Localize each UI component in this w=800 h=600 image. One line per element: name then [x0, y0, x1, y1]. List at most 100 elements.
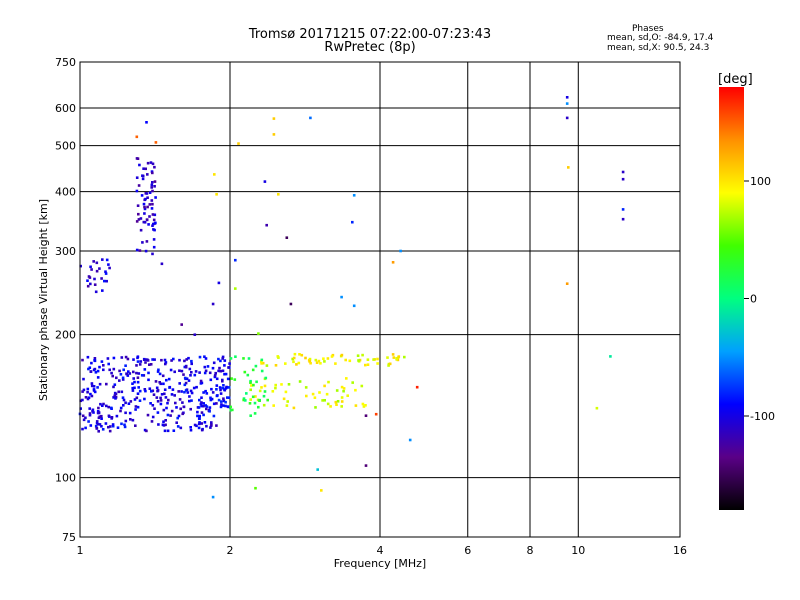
data-point — [138, 249, 142, 252]
data-point — [183, 390, 186, 394]
data-point — [348, 359, 352, 363]
data-point — [127, 370, 130, 373]
data-point — [258, 398, 261, 402]
data-point — [215, 402, 218, 405]
data-point — [387, 364, 390, 367]
data-point — [621, 208, 625, 211]
data-point — [195, 385, 198, 389]
data-point — [249, 381, 252, 384]
data-point — [92, 388, 96, 391]
data-point — [95, 261, 99, 265]
data-point — [147, 378, 150, 382]
data-point — [200, 381, 204, 385]
data-point — [98, 415, 102, 418]
data-point — [137, 372, 141, 375]
data-point — [102, 368, 105, 372]
data-point — [124, 411, 127, 415]
data-point — [91, 409, 94, 413]
x-tick-labels: 1 2 4 6 8 10 16 — [77, 544, 688, 557]
data-point — [292, 406, 296, 410]
data-point — [609, 355, 612, 358]
data-point — [317, 359, 321, 363]
data-point — [178, 382, 181, 385]
data-point — [249, 398, 252, 401]
data-point — [364, 414, 368, 417]
data-point — [180, 323, 183, 326]
data-point — [209, 378, 213, 382]
data-point — [93, 390, 97, 394]
data-point — [98, 365, 101, 369]
data-point — [251, 395, 255, 399]
data-point — [136, 380, 140, 384]
data-point — [100, 360, 104, 363]
data-point — [159, 399, 163, 402]
data-point — [141, 177, 145, 181]
data-point — [96, 369, 100, 373]
data-point — [137, 212, 140, 216]
data-point — [92, 260, 95, 263]
data-point — [297, 361, 301, 365]
data-point — [112, 367, 116, 371]
data-point — [153, 228, 156, 232]
data-point — [138, 389, 142, 393]
data-point — [81, 358, 84, 362]
data-point — [221, 355, 225, 359]
data-point — [188, 399, 191, 403]
data-point — [165, 378, 168, 382]
data-point — [131, 382, 134, 385]
data-point — [151, 171, 154, 175]
data-point — [175, 406, 178, 409]
data-point — [357, 359, 360, 362]
data-point — [567, 166, 570, 169]
data-point — [249, 414, 252, 417]
data-point — [152, 222, 155, 226]
data-point — [159, 402, 163, 406]
data-point — [135, 396, 139, 400]
data-point — [148, 203, 152, 206]
data-point — [146, 205, 149, 209]
data-point — [102, 364, 105, 367]
data-point — [148, 387, 152, 390]
data-point — [79, 264, 82, 268]
data-point — [169, 368, 173, 372]
data-point — [111, 424, 115, 428]
data-point — [217, 357, 220, 361]
data-point — [215, 388, 218, 391]
data-point — [146, 161, 150, 165]
data-point — [245, 392, 248, 395]
data-point — [152, 238, 156, 241]
data-point — [565, 116, 569, 120]
data-point — [111, 374, 114, 378]
data-point — [180, 369, 184, 373]
data-point — [105, 382, 108, 386]
data-point — [144, 389, 147, 393]
data-point — [144, 249, 148, 253]
data-point — [151, 358, 154, 361]
data-point — [84, 426, 87, 430]
data-point — [219, 388, 222, 392]
data-point — [249, 388, 252, 392]
data-point — [81, 398, 84, 402]
data-point — [309, 361, 312, 365]
data-point — [94, 371, 98, 374]
data-point — [88, 407, 91, 410]
data-point — [161, 374, 165, 378]
data-point — [136, 360, 140, 363]
data-point — [217, 398, 221, 402]
data-point — [219, 405, 223, 409]
y-tick-label: 300 — [55, 245, 76, 258]
data-point — [242, 398, 245, 402]
data-point — [119, 373, 123, 376]
data-point — [285, 236, 289, 239]
data-point — [257, 332, 260, 335]
data-point — [94, 424, 98, 428]
data-point — [138, 399, 142, 402]
x-tick-label: 4 — [377, 544, 384, 557]
data-point — [340, 405, 343, 408]
data-point — [151, 389, 155, 393]
data-point — [163, 358, 167, 362]
data-point — [93, 283, 97, 286]
data-points-layer — [78, 96, 625, 499]
data-point — [117, 390, 120, 394]
data-point — [99, 402, 102, 406]
